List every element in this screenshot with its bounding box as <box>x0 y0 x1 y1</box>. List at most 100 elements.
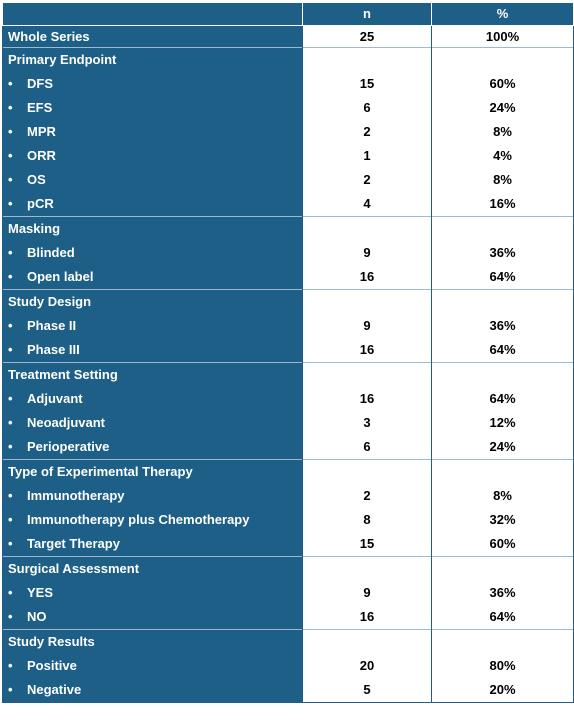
section-title: Study Results <box>2 629 303 654</box>
summary-table: n % Whole Series 25 100% Primary Endpoin… <box>2 2 574 703</box>
table-row: • Immunotherapy plus Chemotherapy 8 32% <box>2 508 574 532</box>
row-n: 4 <box>302 192 432 217</box>
row-label: pCR <box>27 196 54 211</box>
section-header-row: Primary Endpoint <box>2 47 574 72</box>
row-percent: 64% <box>431 387 574 411</box>
row-percent: 4% <box>431 144 574 168</box>
row-label: OS <box>27 172 46 187</box>
row-label: Target Therapy <box>27 536 120 551</box>
row-n: 5 <box>302 678 432 703</box>
whole-series-n: 25 <box>302 25 432 48</box>
bullet-icon: • <box>8 172 13 187</box>
row-label-cell: • Target Therapy <box>2 532 303 557</box>
row-n: 16 <box>302 265 432 290</box>
row-label: Adjuvant <box>27 391 83 406</box>
whole-series-percent: 100% <box>431 25 574 48</box>
row-label: Immunotherapy plus Chemotherapy <box>27 512 250 527</box>
row-label: Phase III <box>27 342 80 357</box>
table-row: • NO 16 64% <box>2 605 574 630</box>
row-percent: 64% <box>431 338 574 363</box>
row-n: 8 <box>302 508 432 532</box>
row-n: 9 <box>302 241 432 265</box>
row-label-cell: • NO <box>2 605 303 630</box>
row-label: Perioperative <box>27 439 110 454</box>
whole-series-row: Whole Series 25 100% <box>2 25 574 48</box>
row-n: 6 <box>302 96 432 120</box>
empty-cell <box>302 556 432 581</box>
section-header-row: Treatment Setting <box>2 362 574 387</box>
empty-cell <box>302 216 432 241</box>
row-label: NO <box>27 609 47 624</box>
table-row: • Phase II 9 36% <box>2 314 574 338</box>
row-percent: 64% <box>431 605 574 630</box>
row-label-cell: • MPR <box>2 120 303 144</box>
bullet-icon: • <box>8 415 13 430</box>
empty-cell <box>302 289 432 314</box>
row-percent: 80% <box>431 654 574 678</box>
row-percent: 8% <box>431 484 574 508</box>
section-header-row: Study Design <box>2 289 574 314</box>
row-percent: 24% <box>431 96 574 120</box>
table-row: • Positive 20 80% <box>2 654 574 678</box>
bullet-icon: • <box>8 269 13 284</box>
row-label-cell: • Perioperative <box>2 435 303 460</box>
empty-cell <box>431 289 574 314</box>
table-row: • Perioperative 6 24% <box>2 435 574 460</box>
table-row: • Phase III 16 64% <box>2 338 574 363</box>
row-label-cell: • Phase II <box>2 314 303 338</box>
whole-series-label: Whole Series <box>2 25 303 48</box>
row-label-cell: • OS <box>2 168 303 192</box>
bullet-icon: • <box>8 536 13 551</box>
empty-cell <box>431 629 574 654</box>
row-label-cell: • Negative <box>2 678 303 703</box>
empty-cell <box>302 629 432 654</box>
bullet-icon: • <box>8 148 13 163</box>
table-row: • ORR 1 4% <box>2 144 574 168</box>
row-label-cell: • Phase III <box>2 338 303 363</box>
section-title: Masking <box>2 216 303 241</box>
row-percent: 32% <box>431 508 574 532</box>
row-label-cell: • Immunotherapy <box>2 484 303 508</box>
table-row: • Adjuvant 16 64% <box>2 387 574 411</box>
table-row: • EFS 6 24% <box>2 96 574 120</box>
row-label-cell: • Open label <box>2 265 303 290</box>
row-percent: 36% <box>431 241 574 265</box>
header-row: n % <box>2 2 574 26</box>
row-label-cell: • ORR <box>2 144 303 168</box>
table-body: Whole Series 25 100% Primary Endpoint • DF… <box>2 25 574 703</box>
empty-cell <box>302 459 432 484</box>
empty-cell <box>431 47 574 72</box>
row-label-cell: • Blinded <box>2 241 303 265</box>
row-n: 16 <box>302 338 432 363</box>
section-header-row: Masking <box>2 216 574 241</box>
row-label: Immunotherapy <box>27 488 125 503</box>
row-percent: 8% <box>431 120 574 144</box>
empty-cell <box>431 362 574 387</box>
row-label: DFS <box>27 76 53 91</box>
row-label: MPR <box>27 124 56 139</box>
row-percent: 16% <box>431 192 574 217</box>
section-title: Surgical Assessment <box>2 556 303 581</box>
table-row: • Target Therapy 15 60% <box>2 532 574 557</box>
table-row: • DFS 15 60% <box>2 72 574 96</box>
section-title: Study Design <box>2 289 303 314</box>
row-label: Negative <box>27 682 82 697</box>
bullet-icon: • <box>8 512 13 527</box>
row-n: 2 <box>302 484 432 508</box>
table-row: • MPR 2 8% <box>2 120 574 144</box>
row-percent: 20% <box>431 678 574 703</box>
row-n: 3 <box>302 411 432 435</box>
row-percent: 8% <box>431 168 574 192</box>
table-row: • Immunotherapy 2 8% <box>2 484 574 508</box>
row-label-cell: • Positive <box>2 654 303 678</box>
bullet-icon: • <box>8 318 13 333</box>
row-label-cell: • EFS <box>2 96 303 120</box>
bullet-icon: • <box>8 585 13 600</box>
row-label-cell: • pCR <box>2 192 303 217</box>
bullet-icon: • <box>8 391 13 406</box>
section-header-row: Study Results <box>2 629 574 654</box>
section-title: Primary Endpoint <box>2 47 303 72</box>
table-row: • pCR 4 16% <box>2 192 574 217</box>
row-n: 16 <box>302 605 432 630</box>
row-label: Phase II <box>27 318 77 333</box>
